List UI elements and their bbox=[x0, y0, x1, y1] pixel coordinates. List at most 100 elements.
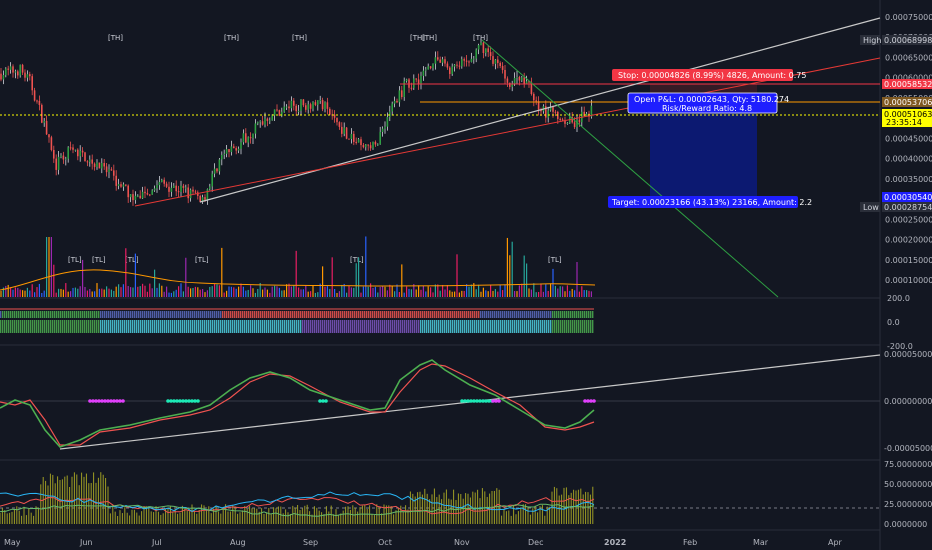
candle-body bbox=[127, 185, 129, 198]
osc1-strip-bottom bbox=[10, 320, 12, 333]
volume-bar bbox=[396, 284, 398, 297]
osc1-strip-top bbox=[290, 311, 292, 318]
osc1-strip-bottom bbox=[444, 320, 446, 333]
svg-text:0.00030540: 0.00030540 bbox=[884, 193, 932, 202]
volume-bar bbox=[367, 286, 369, 297]
osc1-strip-bottom bbox=[400, 320, 402, 333]
osc1-strip-bottom bbox=[288, 320, 290, 333]
candle-body bbox=[79, 150, 81, 157]
volume-bar bbox=[154, 269, 156, 297]
volume-bar bbox=[10, 287, 12, 297]
candle-body bbox=[379, 131, 381, 145]
candle-body bbox=[576, 119, 578, 128]
osc1-strip-top bbox=[522, 311, 524, 318]
stop-label-box[interactable]: Stop: 0.00004826 (8.99%) 4826, Amount: 0… bbox=[612, 69, 806, 81]
volume-bar bbox=[53, 264, 55, 297]
osc1-strip-bottom bbox=[388, 320, 390, 333]
osc1-strip-top bbox=[436, 311, 438, 318]
target-zone[interactable] bbox=[650, 107, 757, 203]
volume-bar bbox=[422, 285, 424, 297]
osc1-strip-bottom bbox=[16, 320, 18, 333]
osc1-strip-bottom bbox=[462, 320, 464, 333]
osc1-strip-top bbox=[422, 311, 424, 318]
pnl-label-box[interactable]: Open P&L: 0.00002643, Qty: 5180.274 Risk… bbox=[627, 92, 789, 114]
osc1-strip-top bbox=[174, 311, 176, 318]
volume-bar bbox=[173, 291, 175, 297]
svg-text:0.00068998: 0.00068998 bbox=[884, 36, 932, 45]
trendline-red[interactable] bbox=[134, 57, 881, 207]
osc1-strip-bottom bbox=[454, 320, 456, 333]
osc1-strip-bottom bbox=[314, 320, 316, 333]
candle-body bbox=[360, 139, 362, 146]
oscillator-3-pane bbox=[0, 472, 595, 524]
osc1-strip-bottom bbox=[104, 320, 106, 333]
volume-bar bbox=[360, 292, 362, 297]
osc1-strip-bottom bbox=[152, 320, 154, 333]
volume-bar bbox=[283, 290, 285, 297]
osc1-strip-bottom bbox=[234, 320, 236, 333]
trendline-white[interactable] bbox=[199, 17, 881, 203]
candle-body bbox=[105, 166, 108, 173]
volume-bar bbox=[494, 289, 496, 297]
osc1-strip-bottom bbox=[232, 320, 234, 333]
volume-bar bbox=[230, 286, 232, 297]
osc1-strip-bottom bbox=[52, 320, 54, 333]
volume-bar bbox=[384, 286, 386, 297]
osc1-strip-bottom bbox=[208, 320, 210, 333]
osc1-strip-bottom bbox=[494, 320, 496, 333]
candle-body bbox=[485, 48, 487, 54]
osc1-strip-bottom bbox=[248, 320, 250, 333]
osc3-line-green bbox=[0, 503, 595, 517]
osc1-strip-bottom bbox=[92, 320, 94, 333]
osc1-strip-top bbox=[352, 311, 354, 318]
candle-body bbox=[213, 168, 216, 174]
volume-bar bbox=[298, 287, 300, 297]
osc1-strip-top bbox=[194, 311, 196, 318]
candle-body bbox=[211, 173, 213, 187]
volume-bar bbox=[470, 284, 472, 297]
trendline-green[interactable] bbox=[481, 39, 779, 298]
candle-body bbox=[355, 141, 357, 143]
volume-bar bbox=[562, 286, 564, 297]
candle-body bbox=[509, 82, 511, 87]
osc1-strip-top bbox=[56, 311, 58, 318]
volume-bar bbox=[463, 290, 465, 297]
candle-body bbox=[125, 184, 127, 186]
candle-body bbox=[218, 159, 221, 172]
osc1-strip-top bbox=[262, 311, 264, 318]
osc1-strip-top bbox=[228, 311, 230, 318]
candle-body bbox=[101, 163, 103, 169]
volume-bar bbox=[266, 289, 268, 297]
candle-body bbox=[185, 187, 187, 189]
osc1-strip-bottom bbox=[346, 320, 348, 333]
osc1-strip-bottom bbox=[144, 320, 146, 333]
osc1-strip-bottom bbox=[370, 320, 372, 333]
time-axis[interactable]: May Jun Jul Aug Sep Oct Nov Dec 2022 Feb Mar Apr bbox=[4, 538, 843, 547]
volume-bar bbox=[108, 288, 110, 297]
candle-body bbox=[108, 169, 110, 173]
volume-bar bbox=[590, 291, 592, 297]
candle-body bbox=[206, 189, 209, 200]
candle-body bbox=[33, 90, 36, 101]
osc1-strip-top bbox=[34, 311, 36, 318]
volume-bar bbox=[216, 284, 218, 297]
osc1-strip-bottom bbox=[558, 320, 560, 333]
osc1-strip-bottom bbox=[106, 320, 108, 333]
osc1-strip-top bbox=[282, 311, 284, 318]
candle-body bbox=[240, 142, 242, 149]
osc1-strip-top bbox=[214, 311, 216, 318]
osc1-strip-top bbox=[324, 311, 326, 318]
osc1-strip-bottom bbox=[204, 320, 206, 333]
target-label-box[interactable]: Target: 0.00023166 (43.13%) 23166, Amoun… bbox=[608, 196, 812, 208]
osc1-strip-bottom bbox=[24, 320, 26, 333]
osc1-strip-top bbox=[590, 311, 592, 318]
osc1-strip-bottom bbox=[176, 320, 178, 333]
candle-body bbox=[74, 149, 77, 151]
volume-bar bbox=[41, 292, 43, 297]
osc1-strip-bottom bbox=[508, 320, 510, 333]
osc1-strip-top bbox=[52, 311, 54, 318]
candle-body bbox=[470, 58, 473, 62]
volume-bar bbox=[353, 287, 355, 297]
osc1-strip-bottom bbox=[28, 320, 30, 333]
